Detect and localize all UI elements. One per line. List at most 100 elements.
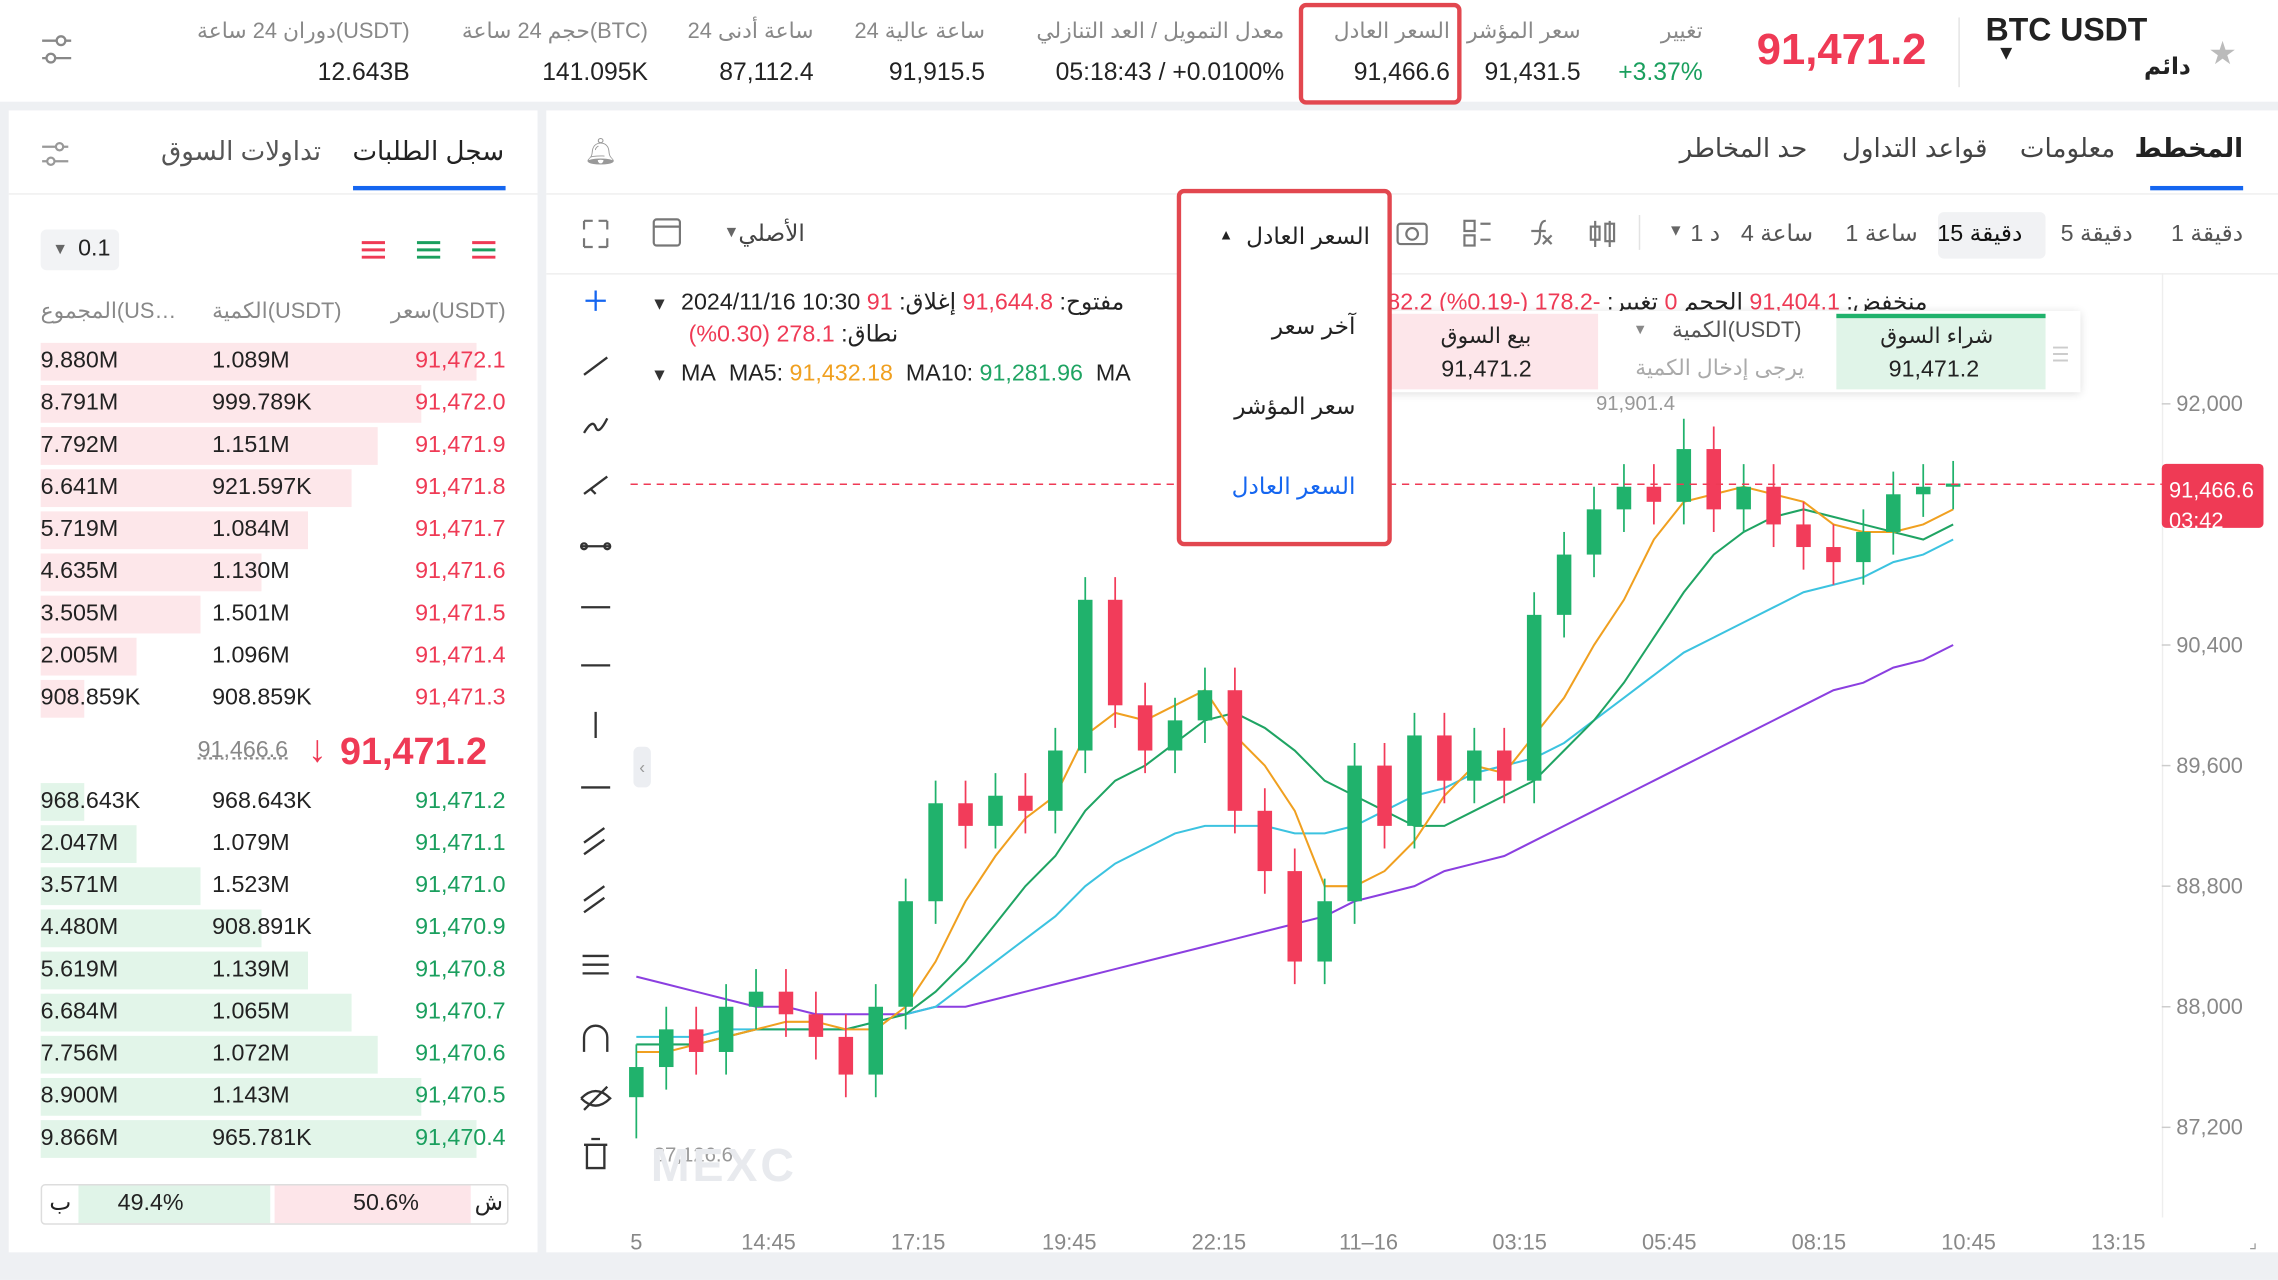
quick-trade: بيع السوق 91,471.2 الكمية(USDT) ▼ يرجى إ…	[1377, 310, 2081, 393]
candle-body	[1347, 765, 1362, 902]
divider	[1638, 215, 1641, 250]
caret[interactable]: ▼	[1667, 222, 1684, 240]
interval[interactable]: 4 ساعة	[1740, 222, 1814, 247]
price: 91,470.4	[415, 1125, 506, 1151]
price: 91,470.9	[415, 915, 506, 940]
bid-row: 91,471.2 968.643K 968.643K	[40, 783, 506, 821]
bid-row: 91,470.7 1.065M 6.684M	[40, 993, 506, 1032]
chart-tab[interactable]: قواعد التداول	[1841, 133, 1988, 163]
collapse-toggle[interactable]: ‹	[633, 746, 651, 788]
interval[interactable]: 1 د	[1690, 222, 1721, 247]
total: 4.635M	[40, 559, 119, 585]
tab[interactable]: سجل الطلبات	[352, 136, 505, 166]
price: 91,471.5	[415, 601, 506, 627]
candle-body	[1496, 750, 1512, 781]
buy-button[interactable]	[1836, 313, 2046, 390]
tab[interactable]: تداولات السوق	[161, 136, 322, 166]
interval[interactable]: 1 ساعة	[1845, 222, 1918, 247]
qty-input[interactable]: يرجى إدخال الكمية	[1635, 355, 1805, 381]
dropdown-selected[interactable]: السعر العادل	[1246, 225, 1370, 250]
dropdown-option[interactable]: السعر العادل	[1231, 475, 1356, 500]
interval[interactable]: 5 دقيقة	[2060, 222, 2133, 247]
tab-underline	[353, 185, 506, 191]
toolbar-icons[interactable]	[578, 215, 1624, 253]
quantity: 1.072M	[212, 1041, 290, 1067]
total: 968.643K	[40, 788, 141, 814]
candle-body	[1526, 614, 1542, 781]
candle-body	[778, 991, 794, 1015]
symbol-caret[interactable]: ▼	[1996, 40, 2017, 64]
quantity: 1.151M	[212, 432, 290, 458]
ask-row: 91,471.6 1.130M 4.635M	[40, 553, 506, 592]
symbol[interactable]: BTC USDT	[1985, 11, 2148, 48]
divider	[1958, 17, 1960, 88]
depth-bar	[40, 427, 378, 465]
stat-label: 24 ساعة أدنى	[687, 18, 814, 44]
y-tick-label: 88,000	[2176, 994, 2243, 1019]
ask-row: 91,472.1 1.089M 9.880M	[40, 342, 506, 381]
qty-label[interactable]: الكمية(USDT)	[1672, 318, 1802, 343]
mid-price: 91,471.2	[339, 729, 488, 773]
highlight-box	[1298, 2, 1462, 105]
dropdown-option[interactable]: سعر المؤشر	[1234, 395, 1356, 420]
interval[interactable]: 15 دقيقة	[1937, 222, 2023, 247]
quantity: 1.079M	[212, 831, 290, 856]
quantity: 965.781K	[212, 1125, 312, 1151]
resize-icon[interactable]: ⌟	[2248, 1231, 2258, 1253]
depth-bar	[40, 595, 201, 634]
plot-area	[629, 418, 1961, 1139]
price: 91,472.1	[415, 348, 506, 374]
quantity: 908.859K	[212, 685, 312, 711]
legend-label: نطاق:	[841, 322, 899, 348]
stat-value: 141.095K	[542, 58, 648, 86]
candle-body	[1766, 486, 1781, 525]
price: 91,470.5	[415, 1083, 506, 1109]
candle-body	[1826, 547, 1841, 563]
book-view-icons[interactable]	[359, 237, 504, 266]
chart-tab[interactable]: معلومات	[2019, 133, 2116, 163]
candle-body	[1407, 735, 1422, 826]
legend-line: نطاق: 278.1 (0.30%)	[689, 320, 899, 349]
legend-label: مفتوح:	[1059, 290, 1125, 316]
stat-label: 24 ساعة عالية	[854, 18, 986, 44]
settings-icon[interactable]	[41, 32, 73, 67]
filter-icon[interactable]	[41, 139, 70, 168]
interval[interactable]: 1 دقيقة	[2171, 222, 2244, 247]
sell-button[interactable]	[1388, 313, 1599, 390]
quantity: 1.501M	[212, 601, 290, 627]
stat-value: 91,915.5	[888, 58, 986, 86]
tab-underline	[2150, 185, 2244, 191]
ma-label: MA5:	[728, 361, 784, 387]
candle-body	[658, 1029, 674, 1068]
chart-tab[interactable]: المخطط	[2134, 133, 2244, 163]
candle-body	[1736, 486, 1751, 510]
price-type[interactable]: الأصلي	[738, 222, 805, 247]
depth-bar	[40, 783, 85, 821]
chart-tab[interactable]: حد المخاطر	[1679, 133, 1808, 163]
favorite-star[interactable]: ★	[2208, 34, 2237, 72]
quantity: 908.891K	[212, 915, 312, 940]
price: 91,471.3	[415, 685, 506, 711]
dropdown-option[interactable]: آخر سعر	[1271, 315, 1356, 340]
candle-body	[1197, 690, 1213, 721]
candle-body	[1886, 494, 1901, 532]
watermark: MEXC	[650, 1139, 797, 1192]
ma-value: 91,281.96	[979, 361, 1083, 387]
bid-row: 91,470.9 908.891K 4.480M	[40, 909, 506, 948]
price: 91,470.8	[415, 957, 506, 983]
candle-body	[1796, 524, 1811, 548]
quantity: 1.089M	[212, 348, 290, 374]
bid-row: 91,471.0 1.523M 3.571M	[40, 867, 506, 906]
divider	[8, 193, 538, 195]
drag-handle[interactable]: ☰	[2051, 342, 2070, 367]
candle-body	[1077, 599, 1093, 751]
y-tick-label: 89,600	[2176, 753, 2243, 778]
x-tick-label: 19:45	[1042, 1229, 1097, 1254]
sell-ratio: 50.6%	[353, 1191, 419, 1217]
depth-bar	[40, 469, 352, 508]
drawing-tools[interactable]	[575, 285, 619, 1174]
bell-icon[interactable]: 🔔︎	[584, 136, 618, 166]
precision-select[interactable]: ▼ 0.1	[40, 229, 120, 271]
